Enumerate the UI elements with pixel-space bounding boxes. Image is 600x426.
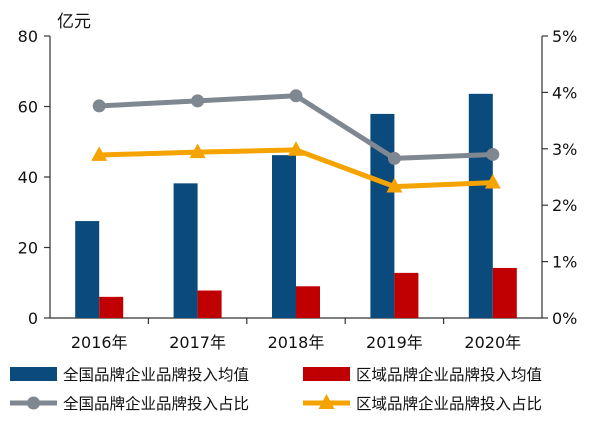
y-axis-right-tick-label: 4% bbox=[552, 83, 577, 102]
y-axis-right-tick-label: 1% bbox=[552, 253, 577, 272]
legend-marker-regional-share bbox=[318, 394, 335, 409]
point-regional-share bbox=[484, 173, 501, 189]
chart-lines bbox=[91, 89, 501, 193]
x-axis-tick-label: 2018年 bbox=[268, 333, 325, 352]
legend-label-regional-value: 区域品牌企业品牌投入均值 bbox=[356, 366, 542, 384]
y-axis-right-tick-label: 2% bbox=[552, 196, 577, 215]
point-regional-share bbox=[91, 146, 108, 161]
y-axis-left-tick-label: 20 bbox=[18, 239, 38, 258]
x-axis-tick-label: 2016年 bbox=[71, 333, 128, 352]
y-axis-left-tick-label: 80 bbox=[18, 27, 38, 46]
point-national-share bbox=[191, 94, 205, 108]
bar-regional-value bbox=[394, 272, 419, 318]
point-national-share bbox=[92, 99, 106, 113]
y-axis-left-tick-label: 0 bbox=[28, 309, 38, 328]
y-axis-unit-label: 亿元 bbox=[57, 12, 91, 32]
legend-marker-national-share bbox=[27, 396, 40, 410]
point-national-share bbox=[289, 89, 303, 103]
bar-national-value bbox=[75, 221, 100, 318]
y-axis-left-tick-label: 40 bbox=[18, 168, 38, 187]
legend-label-national-value: 全国品牌企业品牌投入均值 bbox=[63, 366, 249, 384]
chart-bars bbox=[75, 93, 517, 318]
bar-regional-value bbox=[197, 290, 222, 318]
legend-label-regional-share: 区域品牌企业品牌投入占比 bbox=[356, 395, 542, 413]
bar-regional-value bbox=[99, 296, 124, 318]
legend-label-national-share: 全国品牌企业品牌投入占比 bbox=[63, 395, 249, 413]
bar-national-value bbox=[173, 183, 198, 318]
y-axis-right-tick-label: 5% bbox=[552, 27, 577, 46]
y-axis-right-tick-label: 0% bbox=[552, 309, 577, 328]
point-regional-share bbox=[386, 177, 403, 193]
point-regional-share bbox=[189, 143, 206, 159]
bar-national-value bbox=[272, 155, 296, 318]
legend-swatch-regional-value bbox=[303, 367, 350, 381]
point-national-share bbox=[486, 147, 500, 161]
x-axis-tick-label: 2019年 bbox=[366, 333, 423, 352]
y-axis-left-tick-label: 60 bbox=[18, 98, 38, 117]
point-national-share bbox=[387, 151, 401, 165]
bar-regional-value bbox=[492, 267, 517, 318]
bar-regional-value bbox=[296, 286, 320, 318]
bar-national-value bbox=[468, 93, 493, 318]
legend-swatch-national-value bbox=[10, 367, 57, 381]
x-axis-tick-label: 2017年 bbox=[169, 333, 226, 352]
y-axis-right-tick-label: 3% bbox=[552, 140, 577, 159]
x-axis-tick-label: 2020年 bbox=[464, 333, 521, 352]
point-regional-share bbox=[288, 141, 304, 156]
